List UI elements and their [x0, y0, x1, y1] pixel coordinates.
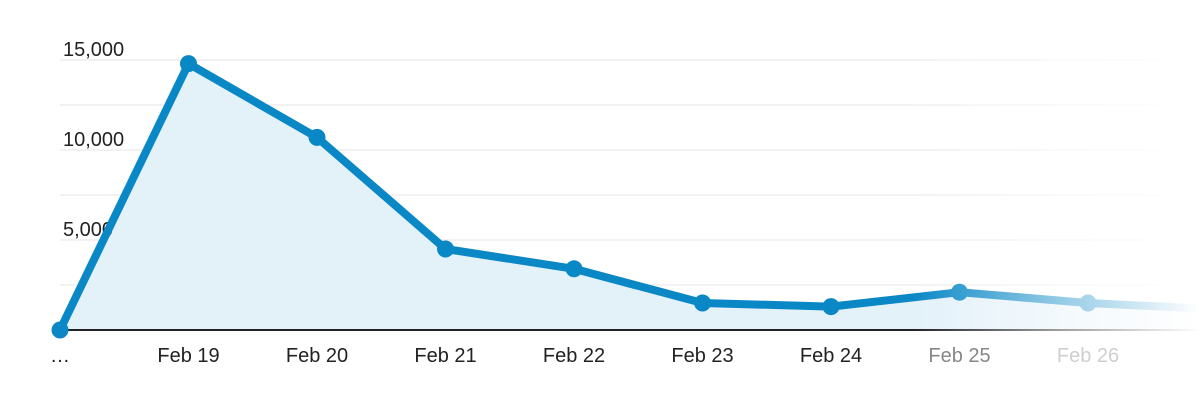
x-tick-label: …: [50, 345, 70, 367]
x-tick-label: Feb 26: [1057, 345, 1119, 367]
x-tick-label: Feb 19: [157, 345, 219, 367]
x-axis-labels: … Feb 19 Feb 20 Feb 21 Feb 22 Feb 23 Feb 24 Feb…: [50, 345, 1119, 367]
x-tick-label: Feb 24: [800, 345, 862, 367]
x-tick-label: Feb 21: [414, 345, 476, 367]
x-tick-label: Feb 22: [543, 345, 605, 367]
x-tick-label: Feb 23: [671, 345, 733, 367]
x-tick-label: Feb 20: [286, 345, 348, 367]
x-tick-label: Feb 25: [928, 345, 990, 367]
